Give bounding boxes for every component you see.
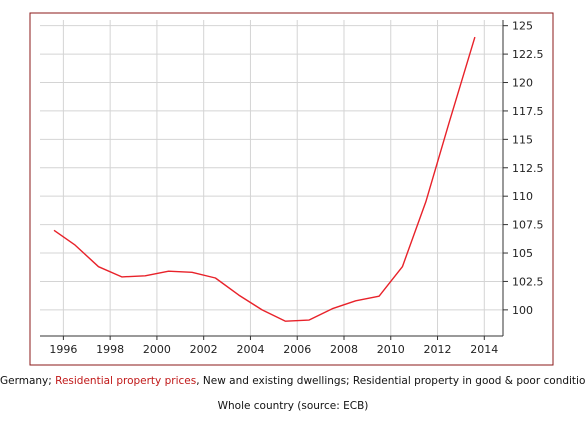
x-tick-labels: 1996 1998 2000 2002 2004 2006 2008 2010 2012 2014	[49, 343, 498, 356]
data-point[interactable]	[119, 274, 124, 279]
data-point[interactable]	[423, 199, 428, 204]
chart-caption-line-1: Germany; Residential property prices, Ne…	[0, 375, 586, 387]
data-point[interactable]	[283, 319, 288, 324]
data-point[interactable]	[166, 269, 171, 274]
y-tick-label: 120	[512, 77, 533, 90]
chart-caption-line-2: Whole country (source: ECB)	[217, 400, 369, 412]
y-tick-label: 117.5	[512, 105, 544, 118]
y-tick-label: 105	[512, 247, 533, 260]
chart-frame	[29, 12, 554, 366]
series-group	[52, 35, 477, 324]
y-tick-labels: 100 102.5 105 107.5 110 112.5 115 117.5 120 122.5…	[512, 20, 544, 317]
x-tick-label: 2014	[470, 343, 498, 356]
y-tick-label: 115	[512, 133, 533, 146]
axes	[40, 20, 508, 340]
y-tick-label: 122.5	[512, 48, 544, 61]
line-chart: 1996 1998 2000 2002 2004 2006 2008 2010 2012 2014…	[29, 12, 554, 366]
y-tick-label: 102.5	[512, 275, 544, 288]
x-tick-label: 2008	[330, 343, 358, 356]
data-point[interactable]	[306, 318, 311, 323]
data-point[interactable]	[143, 273, 148, 278]
x-tick-label: 2000	[143, 343, 171, 356]
x-tick-label: 2006	[283, 343, 311, 356]
data-point[interactable]	[236, 293, 241, 298]
caption-suffix: , New and existing dwellings; Residentia…	[196, 375, 586, 387]
data-point[interactable]	[213, 276, 218, 281]
data-point[interactable]	[400, 264, 405, 269]
x-tick-label: 1998	[96, 343, 124, 356]
data-point[interactable]	[377, 294, 382, 299]
data-point[interactable]	[472, 35, 477, 40]
data-point[interactable]	[52, 228, 57, 233]
y-tick-label: 125	[512, 20, 533, 33]
x-tick-label: 2002	[190, 343, 218, 356]
y-tick-label: 112.5	[512, 162, 544, 175]
series-line	[53, 36, 476, 322]
y-tick-label: 107.5	[512, 219, 544, 232]
caption-highlight-link[interactable]: Residential property prices	[55, 375, 197, 387]
grid-lines	[40, 20, 503, 336]
x-tick-label: 2010	[377, 343, 405, 356]
data-point[interactable]	[447, 120, 452, 125]
x-tick-label: 1996	[49, 343, 77, 356]
x-tick-label: 2012	[424, 343, 452, 356]
data-point[interactable]	[73, 243, 78, 248]
y-tick-label: 100	[512, 304, 533, 317]
data-point[interactable]	[260, 307, 265, 312]
data-point[interactable]	[330, 306, 335, 311]
data-point[interactable]	[353, 298, 358, 303]
x-tick-label: 2004	[236, 343, 264, 356]
y-tick-label: 110	[512, 190, 533, 203]
caption-prefix: Germany;	[0, 375, 56, 387]
data-point[interactable]	[96, 264, 101, 269]
data-point[interactable]	[189, 270, 194, 275]
